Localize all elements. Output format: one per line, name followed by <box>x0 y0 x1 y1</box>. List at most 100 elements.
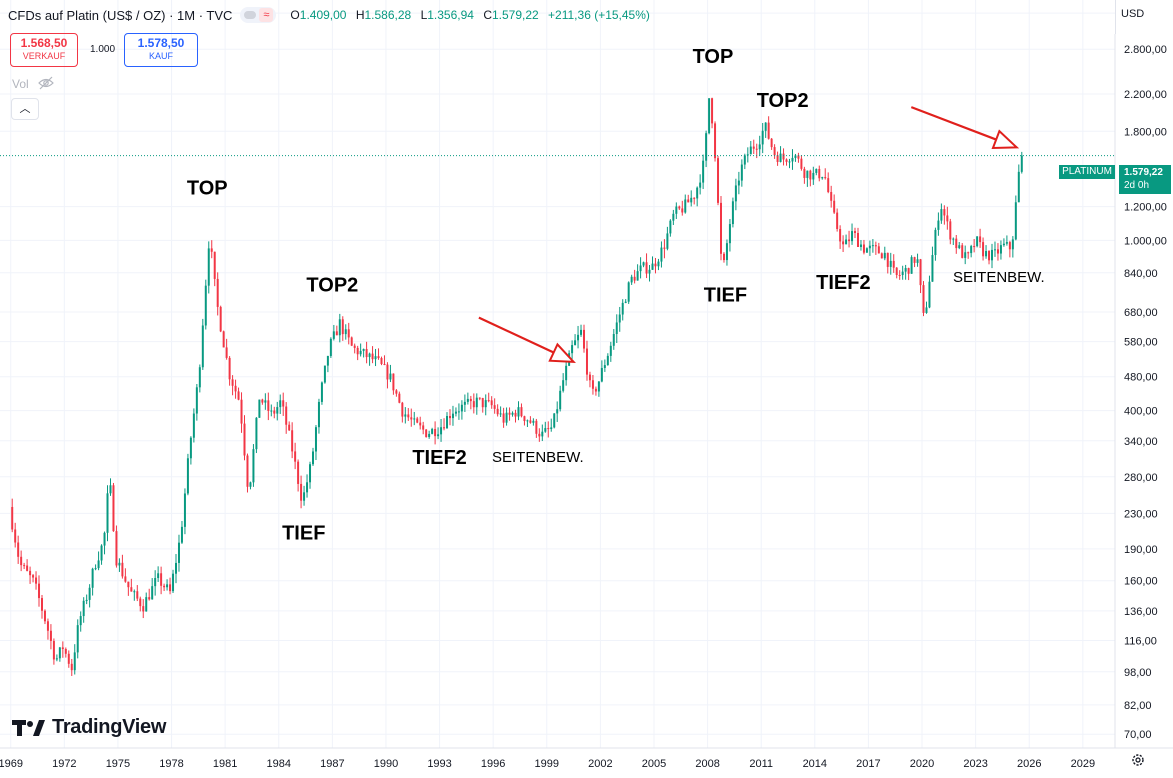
candle-body <box>407 414 410 418</box>
sell-button[interactable]: 1.568,50 VERKAUF <box>10 33 78 67</box>
candle-body <box>451 413 454 419</box>
candle-body <box>172 573 175 592</box>
candle-body <box>177 542 180 563</box>
candle-body <box>300 483 303 501</box>
price-tick-label: 680,00 <box>1124 307 1158 319</box>
candle-body <box>898 274 901 276</box>
candle-body <box>603 365 606 368</box>
order-quantity[interactable]: 1.000 <box>90 44 116 55</box>
price-tick-label: 1.200,00 <box>1124 202 1167 214</box>
time-tick-label: 1987 <box>320 758 344 770</box>
candle-body <box>788 161 791 163</box>
candle-body <box>38 583 41 599</box>
candle-body <box>231 379 234 386</box>
time-tick-label: 2011 <box>749 758 773 770</box>
annotation-label: SEITENBEW. <box>953 269 1045 286</box>
candle-body <box>496 408 499 415</box>
candle-body <box>243 423 246 456</box>
close-value: 1.579,22 <box>491 8 539 22</box>
collapse-legend-button[interactable]: ︿ <box>11 98 39 120</box>
buy-button[interactable]: 1.578,50 KAUF <box>124 33 198 67</box>
candle-body <box>705 133 708 161</box>
candle-body <box>448 416 451 419</box>
candle-body <box>210 248 213 252</box>
candle-body <box>195 387 198 414</box>
candle-body <box>1011 239 1014 250</box>
candle-body <box>502 413 505 423</box>
eye-hidden-icon[interactable] <box>38 76 54 90</box>
candle-body <box>985 251 988 257</box>
candle-body <box>794 155 797 158</box>
candle-body <box>696 187 699 199</box>
candle-body <box>809 170 812 180</box>
candle-body <box>166 584 169 588</box>
gear-icon[interactable] <box>1130 752 1146 768</box>
high-value: 1.586,28 <box>364 8 412 22</box>
candle-body <box>121 562 124 577</box>
candle-body <box>928 281 931 308</box>
candle-body <box>32 575 35 578</box>
price-tick-label: 116,00 <box>1124 635 1157 647</box>
candle-body <box>606 355 609 366</box>
candle-body <box>246 455 249 487</box>
candle-body <box>910 257 913 274</box>
candle-body <box>618 314 621 323</box>
candle-body <box>663 247 666 249</box>
candle-body <box>889 260 892 267</box>
candle-body <box>460 404 463 412</box>
candle-body <box>550 427 553 430</box>
candle-body <box>520 407 523 417</box>
candle-body <box>46 621 49 631</box>
candle-body <box>323 365 326 383</box>
candle-body <box>64 648 67 654</box>
candle-body <box>991 249 994 261</box>
candle-body <box>279 400 282 408</box>
series-price-tag: PLATINUM <box>1059 165 1115 179</box>
candle-body <box>386 364 389 380</box>
buy-label: KAUF <box>148 51 173 61</box>
candle-body <box>684 199 687 213</box>
candle-body <box>175 562 178 574</box>
candle-body <box>112 485 115 532</box>
price-axis-bg <box>1115 0 1173 778</box>
candle-body <box>943 209 946 216</box>
visibility-toggle[interactable]: ≈ <box>240 7 277 23</box>
candle-body <box>931 255 934 282</box>
candle-body <box>961 245 964 258</box>
candle-body <box>776 155 779 162</box>
currency-selector[interactable]: USD <box>1121 8 1145 20</box>
candle-body <box>839 229 842 242</box>
candle-body <box>306 482 309 493</box>
candle-body <box>207 248 210 286</box>
candle-body <box>901 271 904 276</box>
candle-body <box>880 253 883 259</box>
symbol-title[interactable]: CFDs auf Platin (US$ / OZ) · 1M · TVC <box>8 7 233 23</box>
candle-body <box>347 329 350 338</box>
candle-body <box>851 231 854 242</box>
candle-body <box>413 418 416 420</box>
candle-body <box>731 201 734 225</box>
candle-body <box>478 397 481 399</box>
candle-body <box>422 425 425 430</box>
candle-body <box>26 565 29 571</box>
candle-body <box>541 431 544 437</box>
candle-body <box>958 245 961 249</box>
candle-body <box>806 170 809 178</box>
candle-body <box>151 586 154 600</box>
candle-body <box>988 251 991 261</box>
candle-body <box>588 374 591 381</box>
candle-body <box>282 400 285 407</box>
candle-body <box>955 238 958 249</box>
annotation-label: TOP2 <box>306 274 358 296</box>
candle-body <box>615 322 618 335</box>
candle-body <box>597 381 600 392</box>
time-tick-label: 1993 <box>427 758 451 770</box>
tradingview-logo[interactable]: TradingView <box>12 716 166 739</box>
candle-body <box>544 428 547 432</box>
candle-body <box>79 616 82 626</box>
candle-body <box>392 373 395 391</box>
candle-body <box>487 400 490 402</box>
candle-body <box>115 531 118 566</box>
